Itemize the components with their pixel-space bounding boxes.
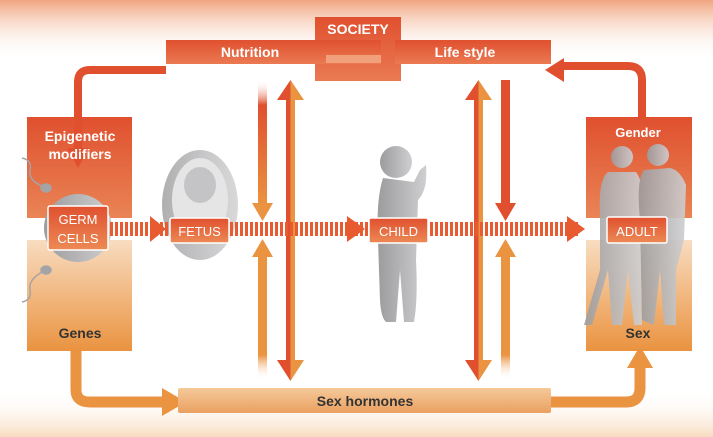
lifestyle-bar (395, 40, 551, 64)
arrowhead-right-icon (567, 216, 585, 242)
society-label: SOCIETY (327, 21, 389, 37)
genes-label: Genes (59, 325, 102, 341)
sex-hormones-label: Sex hormones (317, 393, 414, 409)
hormone-up-arrow-right (501, 255, 510, 380)
fetus-head (184, 167, 216, 203)
arrowhead-up-icon (495, 239, 516, 257)
arrowhead-down-icon (252, 203, 273, 221)
epigenetic-label-line1: Epigenetic (45, 128, 116, 144)
child-label: CHILD (379, 224, 418, 239)
adult-silhouettes (584, 144, 686, 325)
germ-cells-label-line1: GERM (59, 212, 98, 227)
arrowhead-down-icon (67, 148, 89, 168)
arrowhead-down-icon (495, 203, 516, 221)
arrowhead-right-icon (162, 388, 186, 416)
adult-label: ADULT (616, 224, 658, 239)
overlap-shade (326, 55, 381, 63)
gender-label: Gender (615, 125, 661, 140)
arrowhead-down-icon (277, 360, 304, 381)
gender-to-lifestyle-arrow (560, 62, 646, 117)
arrowhead-right-icon (150, 216, 166, 242)
arrowhead-up-icon (252, 239, 273, 257)
fetus-label-box (169, 217, 230, 244)
nutrition-label: Nutrition (221, 44, 279, 60)
germ-cells-label-box (47, 205, 109, 251)
hormones-to-sex-arrow (550, 365, 646, 408)
hormone-up-arrow (258, 255, 267, 380)
genes-to-hormones-arrow (70, 351, 165, 408)
lifestyle-label: Life style (435, 44, 496, 60)
arrowhead-up-icon (465, 80, 492, 100)
nutrition-to-epigenetic-arrow (74, 66, 166, 150)
sex-hormones-bar (178, 388, 551, 413)
nutrition-down-arrow (258, 80, 267, 205)
child-label-box (368, 217, 429, 244)
arrowhead-left-icon (545, 58, 564, 82)
lifestyle-down-arrow (501, 80, 510, 205)
arrowhead-right-icon (347, 216, 365, 242)
arrowhead-up-icon (277, 80, 304, 100)
fetus-label: FETUS (178, 224, 221, 239)
arrowhead-up-icon (627, 346, 653, 368)
arrowhead-down-icon (465, 360, 492, 381)
germ-cells-label-line2: CELLS (57, 231, 99, 246)
epigenetic-label-line2: modifiers (48, 146, 111, 162)
adult-label-box (606, 216, 668, 244)
sperm-illustration (21, 157, 52, 303)
sex-label: Sex (626, 325, 651, 341)
